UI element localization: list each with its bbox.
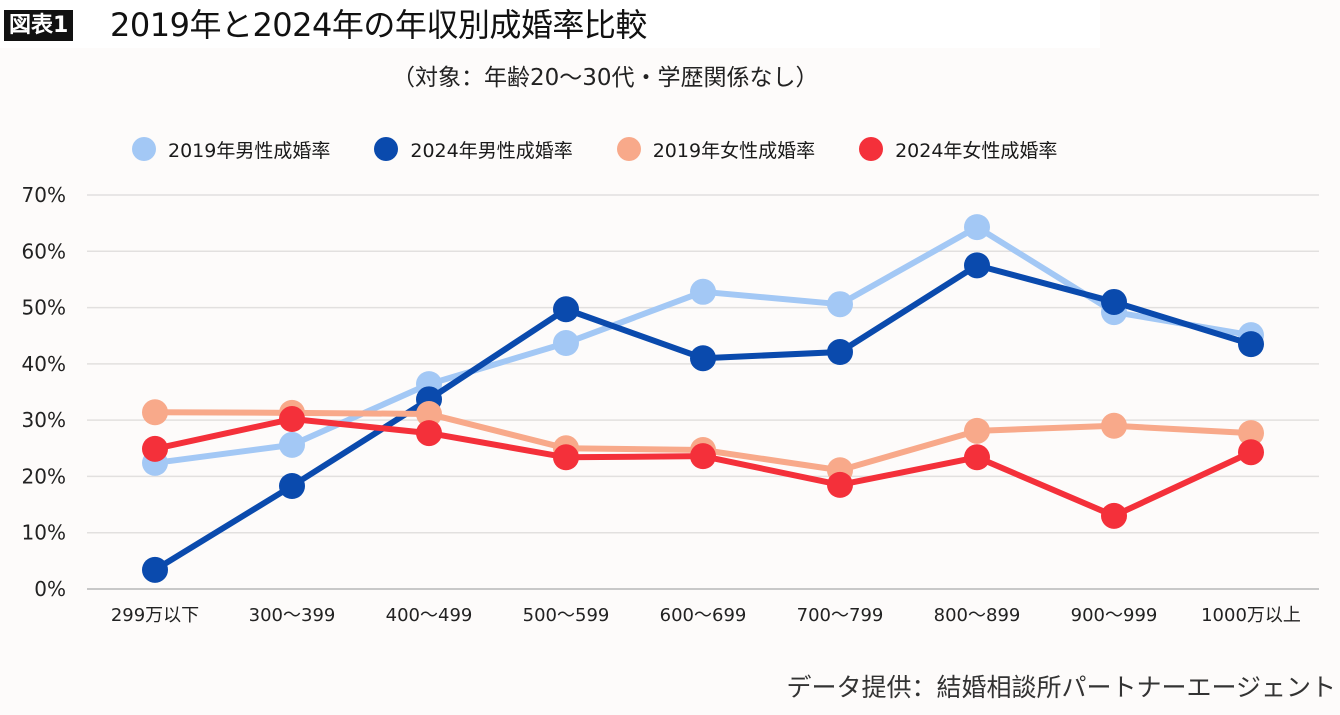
data-point: [279, 431, 305, 458]
data-point: [690, 443, 716, 470]
x-tick-label: 900〜999: [1071, 605, 1158, 626]
legend-marker-icon: [616, 137, 641, 161]
chart-title: 2019年と2024年の年収別成婚率比較: [110, 6, 647, 44]
data-point: [827, 471, 853, 498]
data-point: [964, 252, 990, 279]
legend: 2019年男性成婚率 2024年男性成婚率 2019年女性成婚率 2024年女性…: [132, 133, 1057, 165]
data-point: [1238, 439, 1264, 466]
legend-label: 2019年女性成婚率: [652, 139, 816, 162]
data-point: [827, 291, 853, 318]
y-tick-label: 50%: [22, 296, 66, 320]
data-point: [279, 406, 305, 433]
legend-marker-icon: [859, 137, 884, 161]
y-tick-label: 40%: [22, 352, 66, 376]
series-line: [152, 262, 1254, 573]
y-tick-label: 20%: [22, 464, 66, 488]
data-point: [1101, 412, 1127, 439]
data-point: [1101, 288, 1127, 315]
data-point: [827, 339, 853, 366]
legend-item-2024-male: 2024年男性成婚率: [374, 136, 573, 163]
series-layer: [142, 214, 1264, 583]
series-1: [142, 252, 1264, 583]
x-tick-label: 800〜899: [934, 605, 1021, 626]
data-point: [553, 296, 579, 323]
legend-item-2019-female: 2019年女性成婚率: [616, 136, 816, 163]
data-point: [964, 417, 990, 444]
y-tick-label: 0%: [34, 577, 66, 601]
data-point: [142, 556, 168, 583]
x-tick-label: 299万以下: [111, 605, 199, 626]
x-tick-label: 300〜399: [249, 605, 336, 626]
data-point: [279, 472, 305, 499]
y-tick-label: 30%: [22, 408, 66, 432]
data-point: [553, 444, 579, 471]
data-point: [964, 444, 990, 471]
y-tick-label: 70%: [22, 183, 66, 207]
x-tick-label: 500〜599: [523, 605, 610, 626]
data-point: [690, 345, 716, 372]
x-tick-label: 400〜499: [386, 605, 473, 626]
data-point: [1101, 502, 1127, 529]
data-source: データ提供：結婚相談所パートナーエージェント: [786, 673, 1336, 702]
legend-label: 2019年男性成婚率: [168, 139, 331, 162]
legend-item-2019-male: 2019年男性成婚率: [132, 136, 330, 163]
x-axis: 299万以下 300〜399 400〜499 500〜599 600〜699 700〜79…: [111, 605, 1301, 626]
figure-badge: 図表1: [4, 10, 74, 41]
data-point: [553, 330, 579, 357]
data-point: [964, 214, 990, 241]
x-tick-label: 600〜699: [660, 605, 747, 626]
data-point: [690, 278, 716, 305]
series-2: [142, 399, 1264, 484]
data-point: [142, 399, 168, 426]
title-strip: [0, 0, 1100, 48]
y-tick-label: 10%: [22, 521, 66, 545]
legend-marker-icon: [374, 137, 399, 161]
data-point: [142, 435, 168, 462]
chart-subtitle: （対象：年齢20〜30代・学歴関係なし）: [392, 65, 819, 91]
x-tick-label: 700〜799: [797, 605, 884, 626]
data-point: [416, 420, 442, 447]
data-point: [1238, 420, 1264, 447]
series-0: [142, 214, 1264, 476]
legend-item-2024-female: 2024年女性成婚率: [859, 136, 1057, 163]
gridlines: [87, 194, 1319, 590]
x-tick-label: 1000万以上: [1201, 605, 1301, 626]
legend-label: 2024年男性成婚率: [410, 139, 573, 162]
series-3: [142, 406, 1264, 529]
data-point: [1238, 331, 1264, 358]
y-axis: 0% 10% 20% 30% 40% 50% 60% 70%: [22, 183, 66, 601]
data-point: [416, 400, 442, 427]
y-tick-label: 60%: [22, 239, 66, 263]
legend-label: 2024年女性成婚率: [895, 139, 1058, 162]
legend-marker-icon: [132, 137, 156, 161]
